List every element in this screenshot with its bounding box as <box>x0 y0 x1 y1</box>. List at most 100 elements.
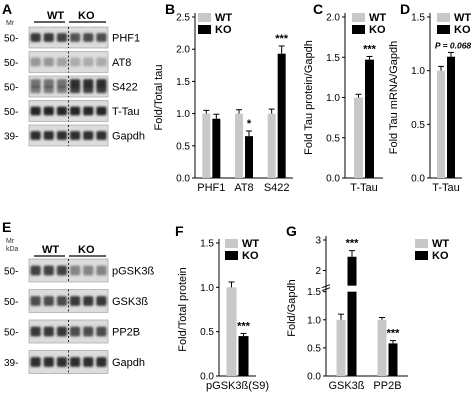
protein-band <box>70 106 81 116</box>
protein-band <box>70 296 81 306</box>
bar <box>365 59 374 178</box>
protein-band <box>30 33 41 42</box>
legend-label-ko: KO <box>215 24 232 36</box>
panel-a-blot: A Mr WT KO 50- PHF1 50- AT8 50- S422 50- T-Tau 3… <box>2 1 145 147</box>
blot-row: 50- PHF1 <box>4 26 140 49</box>
bar <box>447 56 455 178</box>
protein-band <box>70 357 81 367</box>
y-tick-label: 1.5 <box>307 287 321 298</box>
protein-band <box>30 296 41 306</box>
protein-band <box>96 296 107 306</box>
bar <box>277 53 286 178</box>
chart-d: D 0.0 0.5 1.0 1.5 Fold Tau mRNA/Gapdh T-Tau P =… <box>388 1 471 194</box>
protein-band <box>96 57 107 67</box>
significance-label: P = 0.068 <box>435 40 472 50</box>
y-tick-label: 0.5 <box>307 343 321 354</box>
bar <box>226 287 237 376</box>
protein-label: Gapdh <box>112 357 145 369</box>
bar <box>347 256 357 286</box>
protein-label: PP2B <box>112 327 140 339</box>
protein-band <box>43 265 54 276</box>
protein-band <box>83 57 94 67</box>
y-tick-label: 1.0 <box>411 66 425 77</box>
y-tick-label: 0.0 <box>411 174 425 185</box>
y-tick-label: 1.0 <box>307 315 321 326</box>
protein-band <box>43 86 54 94</box>
protein-band <box>83 357 94 367</box>
protein-band <box>96 106 107 116</box>
protein-band <box>30 357 41 367</box>
y-tick-label: 0.5 <box>411 120 425 131</box>
significance-label: *** <box>237 320 251 332</box>
mw-unit-sublabel: kDa <box>6 246 19 253</box>
panel-label-d: D <box>400 1 410 17</box>
significance-label: *** <box>346 238 360 250</box>
protein-band <box>70 57 81 67</box>
protein-band <box>56 265 67 276</box>
significance-label: * <box>247 118 252 130</box>
protein-band <box>70 326 81 337</box>
y-tick-label: 2.0 <box>176 45 190 56</box>
protein-band <box>56 57 67 67</box>
protein-band <box>70 79 81 88</box>
bar <box>267 113 276 178</box>
protein-band <box>83 265 94 276</box>
protein-band <box>56 79 67 88</box>
x-tick-label: AT8 <box>234 182 253 194</box>
protein-band <box>56 33 67 42</box>
legend-label-wt: WT <box>242 238 259 250</box>
blot-strip <box>28 350 109 374</box>
protein-label: T-Tau <box>112 106 140 118</box>
blot-row: 50- S422 <box>4 75 138 98</box>
mw-unit-label: Mr <box>6 238 15 245</box>
y-tick-label: 0.0 <box>200 372 214 383</box>
y-tick-label: 0.0 <box>176 174 190 185</box>
blot-row: 50- AT8 <box>4 51 131 73</box>
chart-c: C 0.0 0.5 1.0 1.5 2.0 Fold Tau protein/Gapdh T-… <box>303 1 386 194</box>
protein-band <box>30 131 41 140</box>
panel-label-b: B <box>165 1 175 17</box>
blot-strips: 50- PHF1 50- AT8 50- S422 50- T-Tau 39- Gapdh <box>4 26 145 147</box>
mw-marker: 50- <box>4 34 18 45</box>
protein-band <box>83 326 94 337</box>
protein-label: S422 <box>112 82 138 94</box>
bar <box>347 291 357 376</box>
mw-marker: 50- <box>4 58 18 69</box>
blot-strip <box>28 319 109 344</box>
protein-band <box>30 326 41 337</box>
x-tick-label: T-Tau <box>350 182 378 194</box>
blot-row: 50- T-Tau <box>4 100 140 122</box>
x-tick-label: PHF1 <box>197 182 225 194</box>
protein-band <box>83 131 94 140</box>
protein-band <box>96 79 107 88</box>
y-tick-label: 1.0 <box>326 93 340 104</box>
bar <box>212 118 221 178</box>
y-tick-label: 2.5 <box>176 13 190 24</box>
protein-band <box>96 326 107 337</box>
blot-row: 39- Gapdh <box>4 350 145 374</box>
panel-label-f: F <box>175 223 184 239</box>
axis-break-mark <box>321 284 331 289</box>
protein-band <box>70 86 81 94</box>
y-tick-label: 1.0 <box>200 283 214 294</box>
panel-label-e: E <box>2 219 11 235</box>
mw-marker: 50- <box>4 267 18 278</box>
protein-band <box>43 296 54 306</box>
protein-band <box>30 265 41 276</box>
group-label-wt: WT <box>47 10 64 22</box>
y-tick-label: 0.5 <box>176 141 190 152</box>
legend-swatch-wt <box>415 239 428 248</box>
protein-band <box>56 106 67 116</box>
panel-e-blot: E Mr kDa WT KO 50- pGSK3ß 50- GSK3ß 50- PP2B 3… <box>2 219 154 374</box>
legend-label-wt: WT <box>369 12 386 24</box>
y-tick-label: 0.5 <box>200 327 214 338</box>
axis-break-mark <box>321 287 331 292</box>
chart-b: B 0.0 0.5 1.0 1.5 2.0 2.5 Fold/Total tau PHF1 AT8… <box>153 1 293 194</box>
y-axis-label: Fold/Total protein <box>177 267 189 351</box>
protein-band <box>96 265 107 276</box>
legend-label-wt: WT <box>215 12 232 24</box>
protein-label: pGSK3ß <box>112 266 154 278</box>
